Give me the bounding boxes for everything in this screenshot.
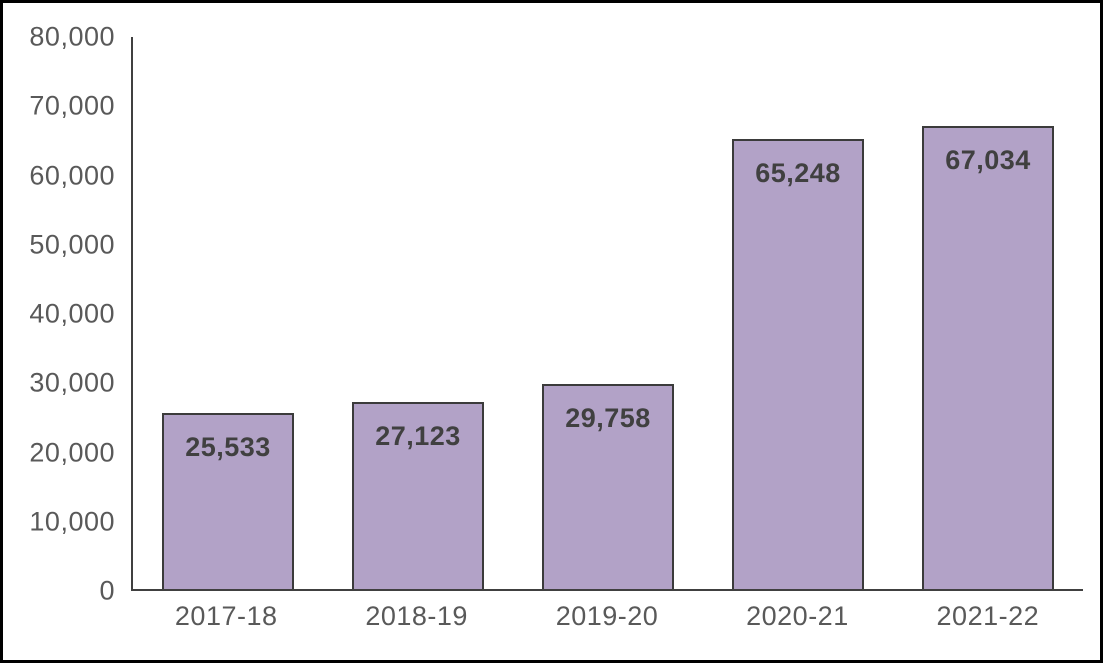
bar-value-label: 29,758 (565, 402, 651, 433)
bar-value-label: 65,248 (755, 157, 841, 188)
bar-slot: 65,248 (703, 37, 893, 589)
y-tick-label: 70,000 (29, 90, 115, 121)
bar-value-label: 27,123 (375, 420, 461, 451)
y-tick-label: 20,000 (29, 437, 115, 467)
y-tick-label: 30,000 (29, 367, 115, 398)
x-axis: 2017-18 2018-19 2019-20 2020-21 2021-22 (131, 601, 1083, 632)
x-tick-label: 2020-21 (746, 601, 849, 631)
y-tick-label: 40,000 (29, 298, 115, 329)
bar: 29,758 (542, 383, 674, 589)
bar-value-label: 25,533 (185, 431, 271, 462)
y-tick-label: 80,000 (29, 21, 115, 52)
y-tick-label: 50,000 (29, 229, 115, 260)
bar: 27,123 (352, 401, 484, 589)
y-axis: 0 10,000 20,000 30,000 40,000 50,000 60,000 70,… (3, 22, 119, 606)
bar-slot: 27,123 (323, 37, 513, 589)
plot-area: 25,533 27,123 29,758 65,248 67,034 (131, 37, 1083, 591)
bar-slot: 29,758 (513, 37, 703, 589)
bar-slot: 25,533 (133, 37, 323, 589)
bars-container: 25,533 27,123 29,758 65,248 67,034 (133, 37, 1083, 589)
x-tick-label: 2021-22 (936, 601, 1040, 631)
y-tick-label: 10,000 (29, 506, 115, 537)
y-tick-label: 60,000 (29, 160, 115, 190)
x-tick-label: 2017-18 (174, 601, 278, 631)
x-tick-label: 2019-20 (555, 601, 659, 631)
x-tick-label: 2018-19 (365, 601, 468, 631)
y-tick-label: 0 (99, 575, 115, 606)
bar-slot: 67,034 (893, 37, 1083, 589)
bar-value-label: 67,034 (945, 145, 1031, 176)
bar: 65,248 (732, 138, 864, 589)
bar: 67,034 (922, 126, 1054, 589)
bar: 25,533 (162, 412, 294, 589)
